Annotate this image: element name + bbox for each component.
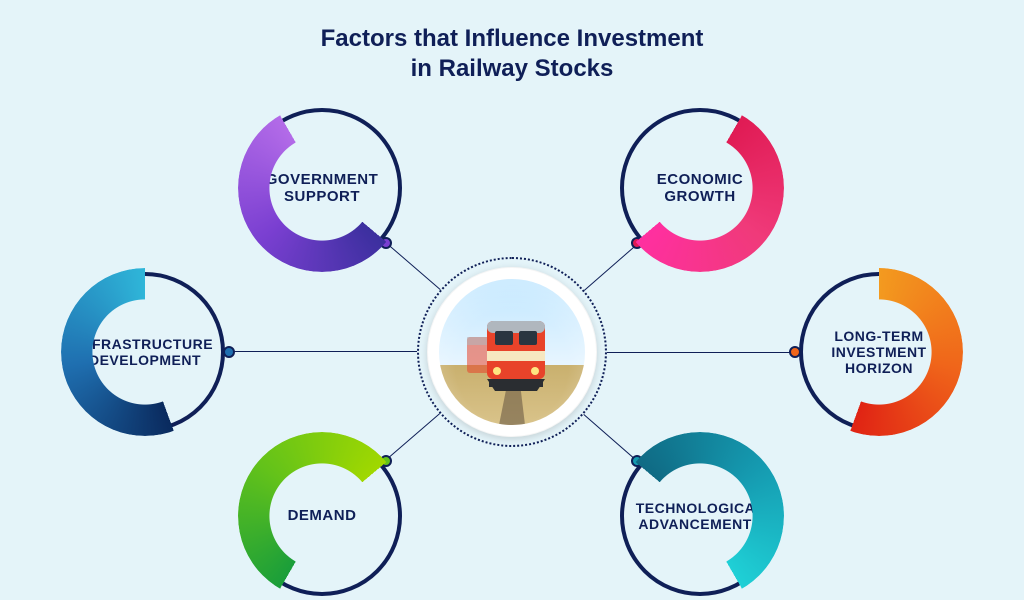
page-title: Factors that Influence Investment in Rai… xyxy=(0,24,1024,84)
node-accent-ring xyxy=(61,268,229,436)
connector xyxy=(229,351,417,352)
factor-node-economic-growth: ECONOMIC GROWTH xyxy=(616,104,784,272)
connector xyxy=(385,413,440,461)
factor-node-long-term-investment-horizon: LONG-TERM INVESTMENT HORIZON xyxy=(795,268,963,436)
node-accent-ring xyxy=(238,432,406,600)
node-accent-ring xyxy=(795,268,963,436)
stage: Factors that Influence Investment in Rai… xyxy=(0,0,1024,600)
node-accent-ring xyxy=(616,104,784,272)
factor-node-demand: DEMAND xyxy=(238,432,406,600)
train-icon xyxy=(439,279,585,425)
factor-node-infrastructure-development: INFRASTRUCTURE DEVELOPMENT xyxy=(61,268,229,436)
connector xyxy=(583,414,637,461)
factor-node-government-support: GOVERNMENT SUPPORT xyxy=(238,104,406,272)
factor-node-technological-advancements: TECHNOLOGICAL ADVANCEMENTS xyxy=(616,432,784,600)
connector xyxy=(584,243,638,290)
node-accent-ring xyxy=(238,104,406,272)
node-accent-ring xyxy=(616,432,784,600)
connector xyxy=(386,242,441,290)
connector xyxy=(607,352,795,353)
center-train-image xyxy=(439,279,585,425)
